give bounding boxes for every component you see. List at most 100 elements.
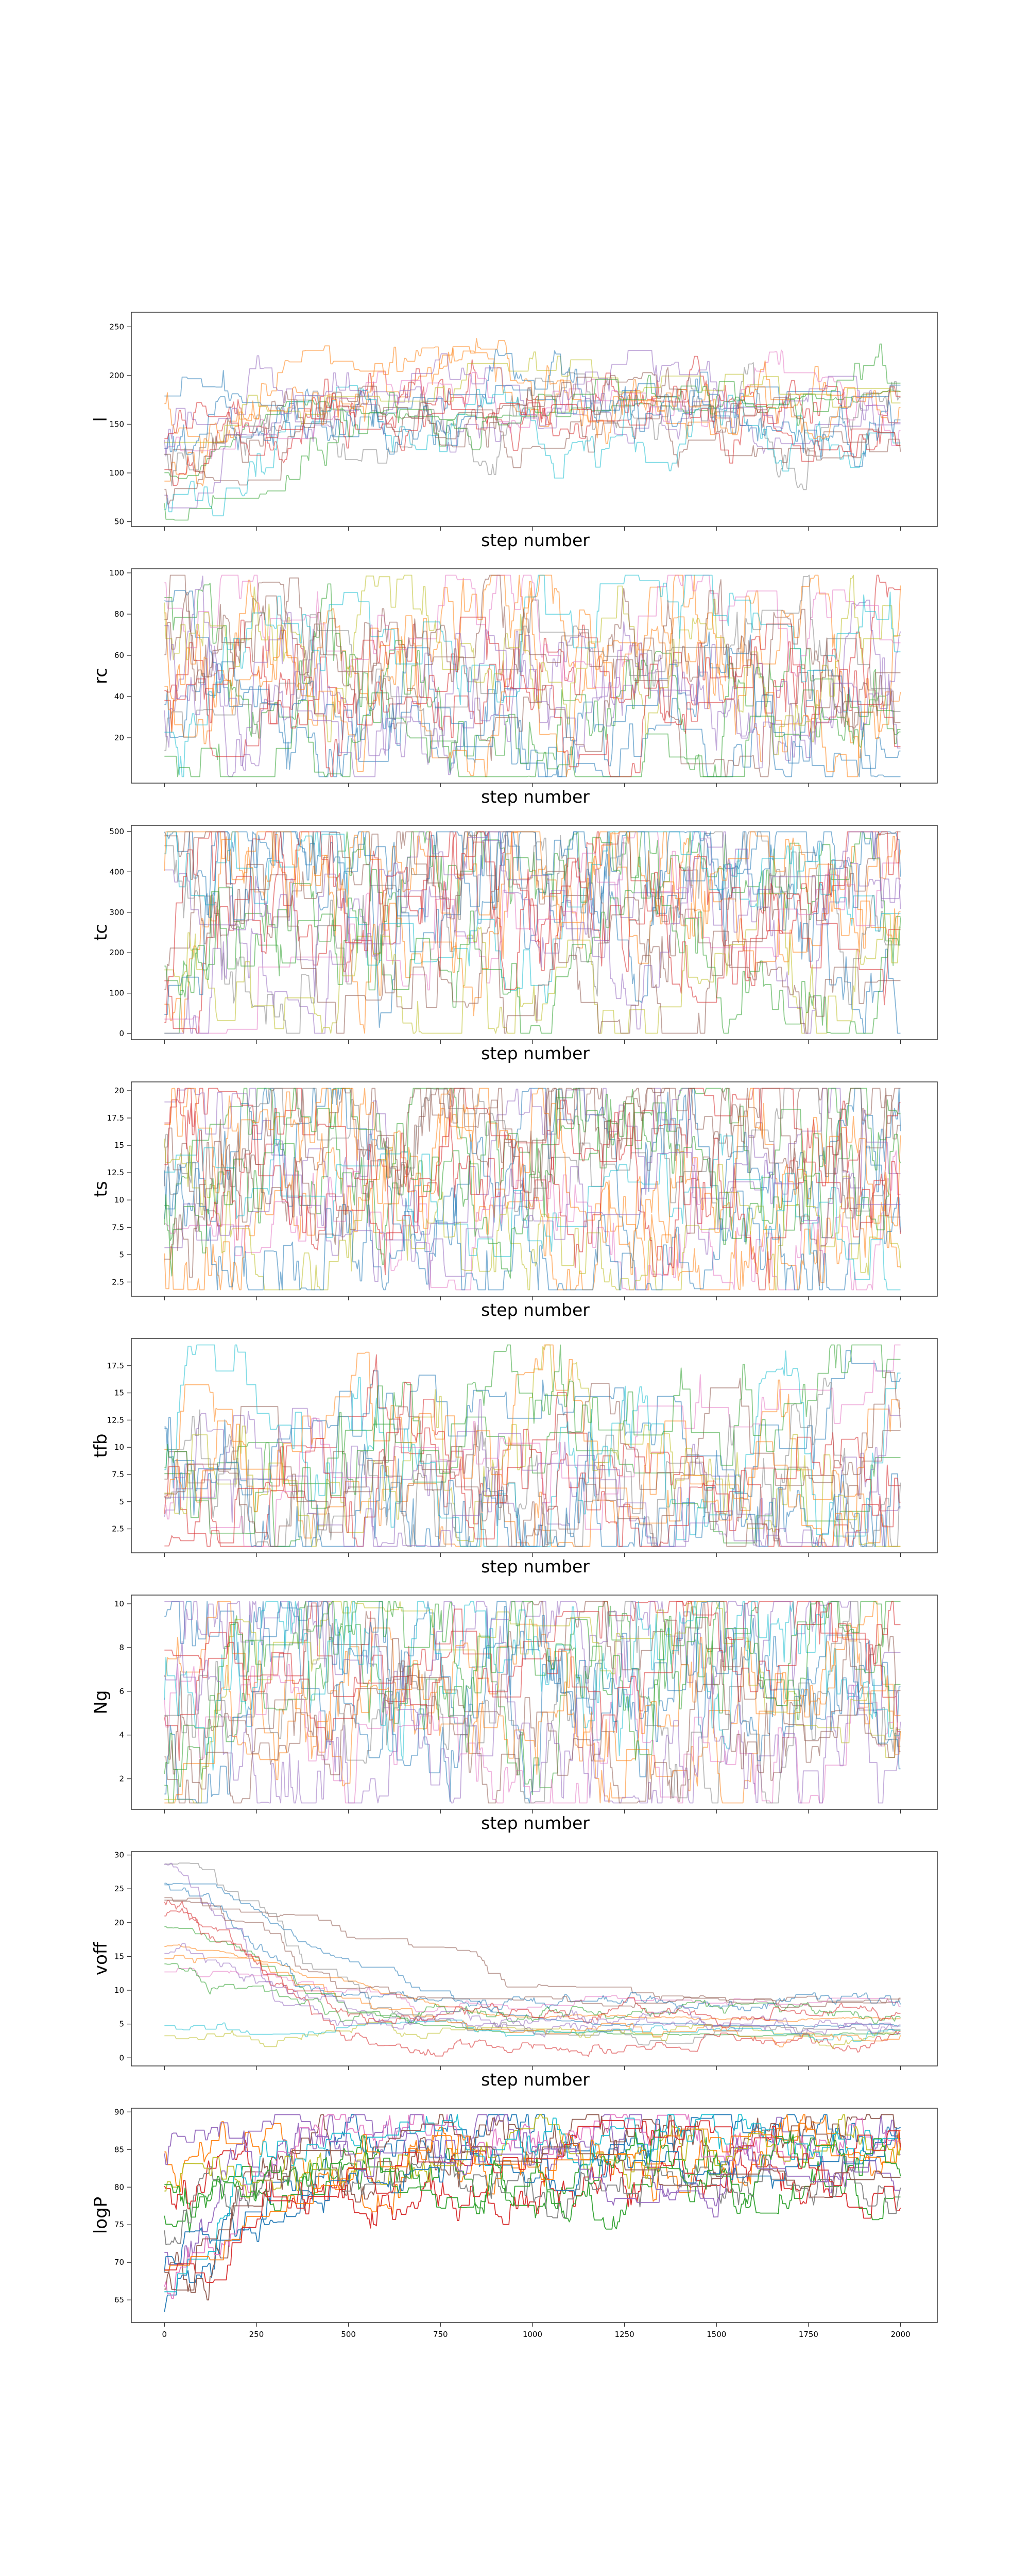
walker-15-line <box>164 1862 901 2037</box>
x-tick-label: 250 <box>249 2330 264 2339</box>
y-tick-label: 2.5 <box>112 1524 124 1534</box>
walker-13-line <box>164 1601 901 1780</box>
walker-4-line <box>164 1354 901 1547</box>
walker-traces <box>164 1344 901 1547</box>
walker-6-line <box>164 1088 901 1232</box>
x-axis-label: step number <box>481 1300 590 1320</box>
walker-16-line <box>164 1897 901 2008</box>
walker-10-line <box>164 2020 901 2042</box>
walker-15-line <box>164 1404 901 1547</box>
walker-12-line <box>164 1088 901 1275</box>
y-tick-label: 15 <box>114 1952 124 1961</box>
walker-12-line <box>164 1344 901 1547</box>
axes-frame <box>131 1081 938 1297</box>
walker-14-line <box>164 1900 901 2028</box>
walker-13-line <box>164 689 901 777</box>
y-tick-label: 6 <box>119 1687 124 1696</box>
x-tick-label: 0 <box>162 2330 167 2339</box>
walker-8-line <box>164 1378 901 1547</box>
walker-6-line <box>164 392 901 486</box>
walker-3-line <box>164 1416 901 1547</box>
walker-5-line <box>164 1088 901 1235</box>
walker-13-line <box>164 1088 901 1279</box>
walker-8-line <box>164 1862 901 2046</box>
panel-tc: 0 100 200 300 400 500 tc step number <box>91 825 938 1063</box>
walker-traces <box>164 1088 901 1291</box>
walker-14-line <box>164 616 901 777</box>
y-axis-label: l <box>91 417 111 421</box>
panel-Ng: 2 4 6 8 10 Ng step number <box>91 1595 938 1833</box>
walker-16-line <box>164 1088 901 1286</box>
y-tick-label: 100 <box>109 468 124 478</box>
panel-logP: 65 70 75 80 85 90 0 250 500 750 1000 1250 1500 1750 20… <box>91 2107 938 2339</box>
walker-traces <box>164 1601 901 1804</box>
walker-11-line <box>164 1601 901 1804</box>
y-tick-label: 7.5 <box>112 1470 124 1479</box>
walker-4-line <box>164 355 901 486</box>
y-tick-label: 100 <box>109 989 124 998</box>
y-axis-label: Ng <box>91 1690 111 1714</box>
walker-7-line <box>164 574 901 688</box>
y-tick-label: 40 <box>114 692 124 701</box>
walker-4-line <box>164 574 901 738</box>
y-tick-label: 20 <box>114 733 124 742</box>
y-tick-label: 50 <box>114 517 124 527</box>
walker-8-line <box>164 831 901 1034</box>
y-tick-label: 8 <box>119 1643 124 1652</box>
walker-8-line <box>164 574 901 751</box>
walker-15-line <box>164 1135 901 1291</box>
y-tick-label: 10 <box>114 1195 124 1205</box>
x-tick-label: 500 <box>341 2330 356 2339</box>
panel-voff: 0 5 10 15 20 25 30 voff step number <box>91 1851 938 2090</box>
walker-7-line <box>164 1968 901 2012</box>
axes-frame <box>131 2108 938 2323</box>
y-tick-label: 200 <box>109 948 124 957</box>
walker-16-line <box>164 1659 901 1804</box>
walker-14-line <box>164 1601 901 1741</box>
y-tick-label: 70 <box>114 2258 124 2267</box>
walker-10-line <box>164 2114 901 2293</box>
x-tick-label: 1500 <box>707 2330 726 2339</box>
y-tick-label: 80 <box>114 609 124 619</box>
y-tick-label: 5 <box>119 1497 124 1506</box>
walker-7-line <box>164 831 901 1034</box>
x-axis-label: step number <box>481 1556 590 1577</box>
y-tick-label: 10 <box>114 1599 124 1608</box>
walker-15-line <box>164 1625 901 1804</box>
panel-rc: 20 40 60 80 100 rc step number <box>91 568 938 807</box>
walker-traces <box>164 338 901 521</box>
walker-traces <box>164 1862 901 2057</box>
walker-16-line <box>164 1372 901 1547</box>
walker-6-line <box>164 1897 901 2005</box>
walker-7-line <box>164 349 901 459</box>
walker-9-line <box>164 574 901 755</box>
y-axis-label: tc <box>91 924 111 941</box>
x-tick-label: 1750 <box>799 2330 818 2339</box>
y-tick-label: 300 <box>109 908 124 917</box>
walker-11-line <box>164 2127 901 2272</box>
x-axis-label: step number <box>481 1813 590 1833</box>
walker-12-line <box>164 587 901 777</box>
axes-frame <box>131 312 938 527</box>
walker-traces <box>164 2114 901 2312</box>
walker-16-line <box>164 831 901 1034</box>
walker-6-line <box>164 1378 901 1547</box>
walker-traces <box>164 574 901 777</box>
walker-12-line <box>164 2122 901 2271</box>
y-tick-label: 150 <box>109 419 124 429</box>
walker-8-line <box>164 2153 901 2245</box>
axes-frame <box>131 1338 938 1553</box>
y-tick-label: 5 <box>119 2020 124 2029</box>
walker-9-line <box>164 893 901 1034</box>
axes-frame <box>131 568 938 784</box>
walker-11-line <box>164 349 901 467</box>
y-tick-label: 400 <box>109 867 124 876</box>
y-tick-label: 10 <box>114 1986 124 1995</box>
walker-14-line <box>164 1382 901 1547</box>
walker-7-line <box>164 1344 901 1547</box>
y-tick-label: 17.5 <box>107 1361 124 1370</box>
y-tick-label: 0 <box>119 1029 124 1038</box>
walker-8-line <box>164 1601 901 1804</box>
walker-2-line <box>164 574 901 758</box>
walker-11-line <box>164 1145 901 1291</box>
